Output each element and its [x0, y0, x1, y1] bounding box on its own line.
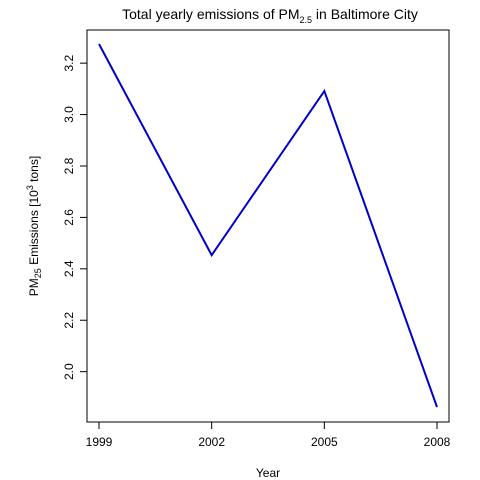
series-layer	[98, 43, 438, 408]
y-axis-title: PM25 Emissions [103 tons]	[25, 156, 43, 296]
x-tick-label: 2002	[198, 435, 225, 449]
y-tick-label: 2.8	[62, 157, 76, 174]
x-tick-label: 1999	[86, 435, 113, 449]
y-tick-label: 3.2	[62, 54, 76, 71]
x-axis: 1999 2002 2005 2008	[86, 421, 451, 449]
series-line	[98, 43, 438, 408]
y-tick-label: 2.0	[62, 363, 76, 380]
x-axis-title: Year	[256, 466, 280, 480]
plot-frame	[86, 29, 450, 423]
y-tick-label: 3.0	[62, 106, 76, 123]
y-tick-label: 2.2	[62, 312, 76, 329]
x-tick-label: 2008	[424, 435, 451, 449]
chart-title: Total yearly emissions of PM2.5 in Balti…	[122, 6, 418, 25]
x-tick-label: 2005	[311, 435, 338, 449]
y-tick-label: 2.4	[62, 260, 76, 277]
y-axis: 2.0 2.2 2.4 2.6 2.8 3.0 3.2	[62, 54, 88, 380]
y-tick-label: 2.6	[62, 209, 76, 226]
